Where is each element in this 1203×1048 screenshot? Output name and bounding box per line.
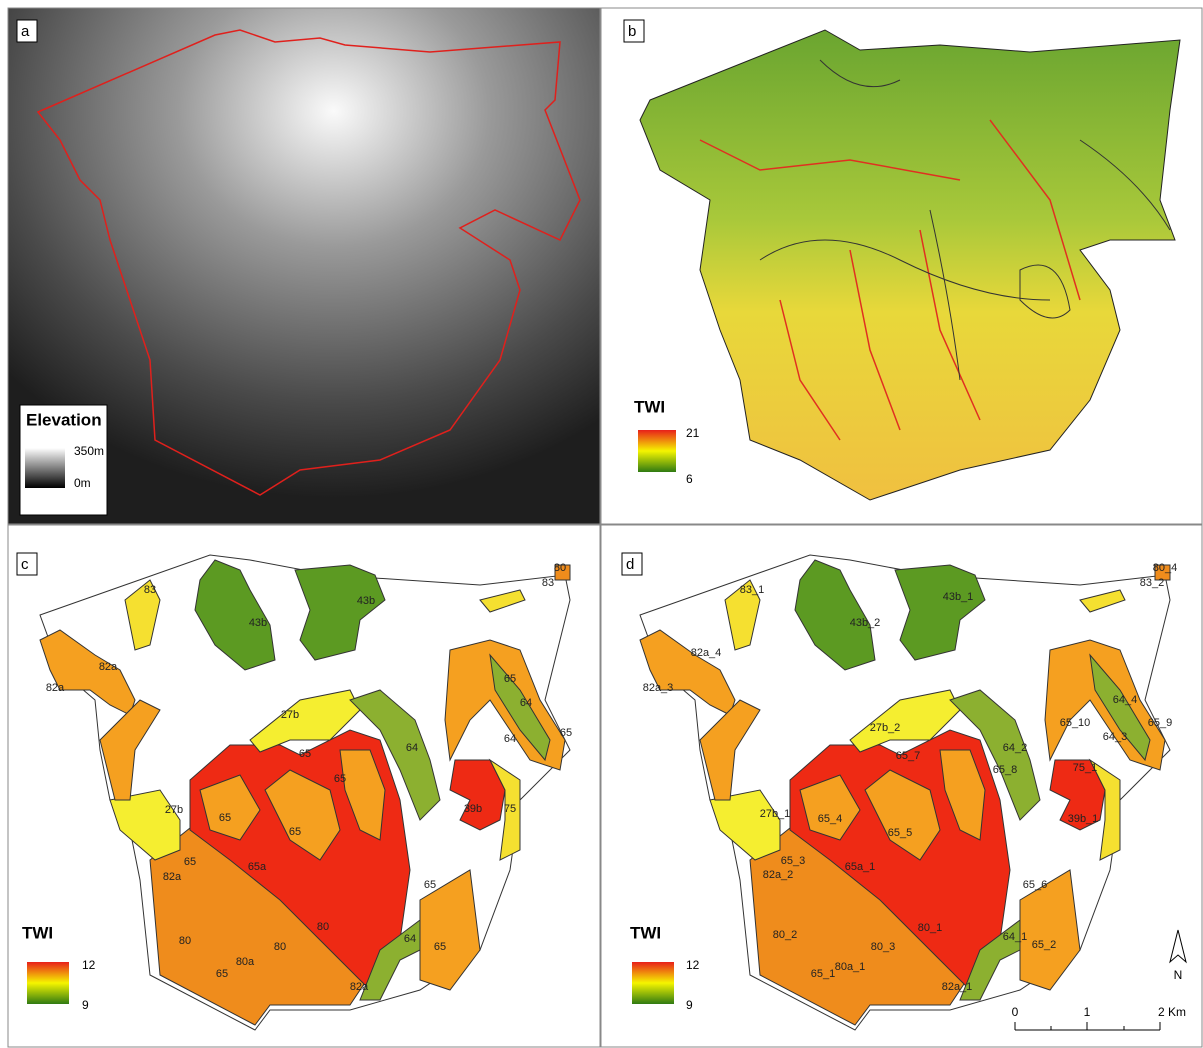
- scale-label: 0: [1012, 1005, 1019, 1019]
- zone-label: 65_5: [888, 827, 912, 839]
- zone-label: 65a: [248, 861, 267, 873]
- north-label: N: [1174, 968, 1183, 982]
- zone-label: 64_1: [1003, 931, 1027, 943]
- legend-ramp: [27, 962, 69, 1004]
- zones: [640, 555, 1170, 1030]
- zone-label: 80a: [236, 956, 255, 968]
- zone-label: 39b_1: [1068, 813, 1099, 825]
- zone-label: 80: [179, 935, 191, 947]
- zone-label: 64: [504, 733, 516, 745]
- zone-label: 65a_1: [845, 861, 876, 873]
- panel-letter: a: [21, 23, 30, 40]
- zone-label: 83_2: [1140, 577, 1164, 589]
- legend-label: 6: [686, 472, 693, 486]
- legend-label: 12: [686, 958, 700, 972]
- zone-label: 65_4: [818, 813, 842, 825]
- zone-label: 80: [554, 562, 566, 574]
- zone-label: 43b: [357, 595, 375, 607]
- zone-label: 64: [520, 697, 532, 709]
- zone-label: 65_9: [1148, 717, 1172, 729]
- scale-label: 1: [1084, 1005, 1091, 1019]
- zone-label: 65_7: [896, 750, 920, 762]
- zone-label: 75_1: [1073, 762, 1097, 774]
- zone-label: 64_2: [1003, 742, 1027, 754]
- legend-ramp: [638, 430, 676, 472]
- zone-label: 65: [434, 941, 446, 953]
- legend-title: Elevation: [26, 410, 102, 429]
- zone-label: 83_1: [740, 584, 764, 596]
- zone-label: 82a: [163, 871, 182, 883]
- zone-label: 64_4: [1113, 694, 1137, 706]
- zone-label: 64_3: [1103, 731, 1127, 743]
- zone-label: 65_3: [781, 855, 805, 867]
- zone-label: 75: [504, 803, 516, 815]
- zone-label: 43b_1: [943, 591, 974, 603]
- zone-label: 65_8: [993, 764, 1017, 776]
- zone-label: 65: [334, 773, 346, 785]
- scale-bar: [1015, 1022, 1160, 1030]
- panel-letter: d: [626, 556, 634, 573]
- zone-label: 65_1: [811, 968, 835, 980]
- figure: a b c d Elevation 350m 0m TWI 21 6 TWI 1…: [0, 0, 1203, 1048]
- legend-ramp: [632, 962, 674, 1004]
- zone-label: 65: [184, 856, 196, 868]
- zone-label: 82a: [99, 661, 118, 673]
- zone-label: 82a_1: [942, 981, 973, 993]
- zone-label: 80a_1: [835, 961, 866, 973]
- zone-label: 83: [144, 584, 156, 596]
- zone-label: 65_10: [1060, 717, 1091, 729]
- zone-label: 64: [406, 742, 418, 754]
- panel-letter: c: [21, 556, 29, 573]
- legend-title: TWI: [630, 923, 661, 942]
- zone-label: 65_6: [1023, 879, 1047, 891]
- zone-label: 82a_3: [643, 682, 674, 694]
- panel-letter: b: [628, 23, 636, 40]
- zone-label: 82a_4: [691, 647, 722, 659]
- zone-label: 27b: [281, 709, 299, 721]
- zone-label: 80: [317, 921, 329, 933]
- zone-label: 65: [504, 673, 516, 685]
- legend-title: TWI: [634, 397, 665, 416]
- zone-label: 80_2: [773, 929, 797, 941]
- zone-label: 82a: [46, 682, 65, 694]
- zone-label: 27b_2: [870, 722, 901, 734]
- zone-label: 43b_2: [850, 617, 881, 629]
- zone-label: 65_2: [1032, 939, 1056, 951]
- legend-label: 9: [82, 998, 89, 1012]
- zone-label: 80_1: [918, 922, 942, 934]
- zone-label: 82a_2: [763, 869, 794, 881]
- zone-label: 64: [404, 933, 416, 945]
- zone-label: 43b: [249, 617, 267, 629]
- legend-label: 0m: [74, 476, 91, 490]
- legend-label: 12: [82, 958, 96, 972]
- zone-label: 65: [219, 812, 231, 824]
- zone-label: 65: [560, 727, 572, 739]
- north-arrow: [1170, 930, 1186, 962]
- zone-label: 39b: [464, 803, 482, 815]
- zone-label: 80: [274, 941, 286, 953]
- zone-label: 83: [542, 577, 554, 589]
- legend-label: 350m: [74, 444, 104, 458]
- zone-label: 65: [424, 879, 436, 891]
- page: {"panels":[ {"letter":"a","legend":{"tit…: [0, 0, 1203, 1048]
- zone-label: 27b_1: [760, 808, 791, 820]
- legend-title: TWI: [22, 923, 53, 942]
- zones: [40, 555, 570, 1030]
- zone-label: 65: [289, 826, 301, 838]
- zone-label: 82a: [350, 981, 369, 993]
- zone-label: 80_3: [871, 941, 895, 953]
- legend-label: 9: [686, 998, 693, 1012]
- zone-label: 80_4: [1153, 562, 1177, 574]
- zone-label: 65: [216, 968, 228, 980]
- zone-label: 65: [299, 748, 311, 760]
- legend-ramp: [25, 448, 65, 488]
- legend-label: 21: [686, 426, 700, 440]
- scale-label: 2 Km: [1158, 1005, 1186, 1019]
- zone-label: 27b: [165, 804, 183, 816]
